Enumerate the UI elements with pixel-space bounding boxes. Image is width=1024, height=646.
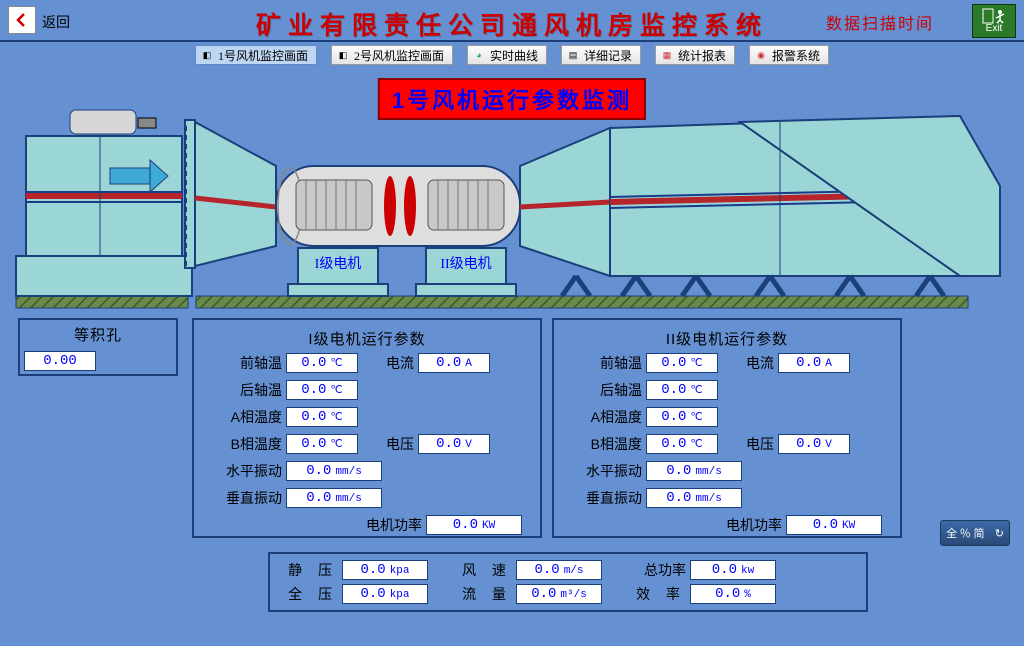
m2-front-temp: 0.0℃ (646, 353, 718, 373)
scan-time-label: 数据扫描时间 (826, 10, 934, 34)
m1-front-temp: 0.0℃ (286, 353, 358, 373)
motor2-panel: II级电机运行参数 前轴温0.0℃电流0.0A 后轴温0.0℃ A相温度0.0℃… (552, 318, 902, 538)
m2-h-vib: 0.0mm/s (646, 461, 742, 481)
back-button[interactable] (8, 6, 36, 34)
m1-current: 0.0A (418, 353, 490, 373)
flow: 0.0m³/s (516, 584, 602, 604)
total-pressure: 0.0kpa (342, 584, 428, 604)
exit-button[interactable]: Exit (972, 4, 1016, 38)
wind-speed: 0.0m/s (516, 560, 602, 580)
m1-power: 0.0KW (426, 515, 522, 535)
eq-area-value: 0.00 (24, 351, 96, 371)
m2-rear-temp: 0.0℃ (646, 380, 718, 400)
exit-icon (982, 8, 1006, 24)
menu-detail[interactable]: ▤详细记录 (561, 45, 641, 65)
m2-a-temp: 0.0℃ (646, 407, 718, 427)
total-power: 0.0kw (690, 560, 776, 580)
m2-current: 0.0A (778, 353, 850, 373)
menu-alarm[interactable]: ◉报警系统 (749, 45, 829, 65)
menu-bar: ◧1号风机监控画面 ◧2号风机监控画面 ◕实时曲线 ▤详细记录 ▦统计报表 ◉报… (0, 42, 1024, 66)
menu-stats[interactable]: ▦统计报表 (655, 45, 735, 65)
menu-fan2[interactable]: ◧2号风机监控画面 (331, 45, 453, 65)
m1-v-vib: 0.0mm/s (286, 488, 382, 508)
m1-voltage: 0.0V (418, 434, 490, 454)
ime-widget[interactable]: 全 ％ 简 ↻ (940, 520, 1010, 546)
menu-icon: ◧ (336, 48, 350, 62)
page-subtitle: 1号风机运行参数监测 (378, 78, 646, 120)
m2-voltage: 0.0V (778, 434, 850, 454)
menu-icon: ▤ (566, 48, 580, 62)
menu-icon: ◕ (472, 48, 486, 62)
header-bar: 返回 矿业有限责任公司通风机房监控系统 数据扫描时间 Exit (0, 0, 1024, 42)
m2-b-temp: 0.0℃ (646, 434, 718, 454)
eq-area-panel: 等积孔 0.00 (18, 318, 178, 376)
summary-panel: 静 压0.0kpa 风 速0.0m/s 总功率0.0kw 全 压0.0kpa 流… (268, 552, 868, 612)
m2-power: 0.0KW (786, 515, 882, 535)
menu-icon: ◉ (754, 48, 768, 62)
m1-rear-temp: 0.0℃ (286, 380, 358, 400)
m1-b-temp: 0.0℃ (286, 434, 358, 454)
fan-diagram: I级电机 II级电机 1号风机运行参数监测 (0, 66, 1024, 314)
m1-a-temp: 0.0℃ (286, 407, 358, 427)
back-label: 返回 (42, 12, 70, 32)
m1-h-vib: 0.0mm/s (286, 461, 382, 481)
motor1-panel: I级电机运行参数 前轴温0.0℃电流0.0A 后轴温0.0℃ A相温度0.0℃ … (192, 318, 542, 538)
motor2-label: II级电机 (426, 253, 506, 273)
efficiency: 0.0% (690, 584, 776, 604)
m2-v-vib: 0.0mm/s (646, 488, 742, 508)
refresh-icon: ↻ (995, 527, 1004, 540)
static-pressure: 0.0kpa (342, 560, 428, 580)
motor1-label: I级电机 (298, 253, 378, 273)
menu-fan1[interactable]: ◧1号风机监控画面 (195, 45, 317, 65)
back-arrow-icon (14, 12, 30, 28)
motor1-title: I级电机运行参数 (202, 328, 532, 349)
motor2-title: II级电机运行参数 (562, 328, 892, 349)
menu-icon: ▦ (660, 48, 674, 62)
eq-area-label: 等积孔 (20, 324, 176, 345)
system-title: 矿业有限责任公司通风机房监控系统 (256, 6, 768, 42)
exit-label: Exit (986, 24, 1003, 34)
menu-icon: ◧ (200, 48, 214, 62)
menu-realtime[interactable]: ◕实时曲线 (467, 45, 547, 65)
